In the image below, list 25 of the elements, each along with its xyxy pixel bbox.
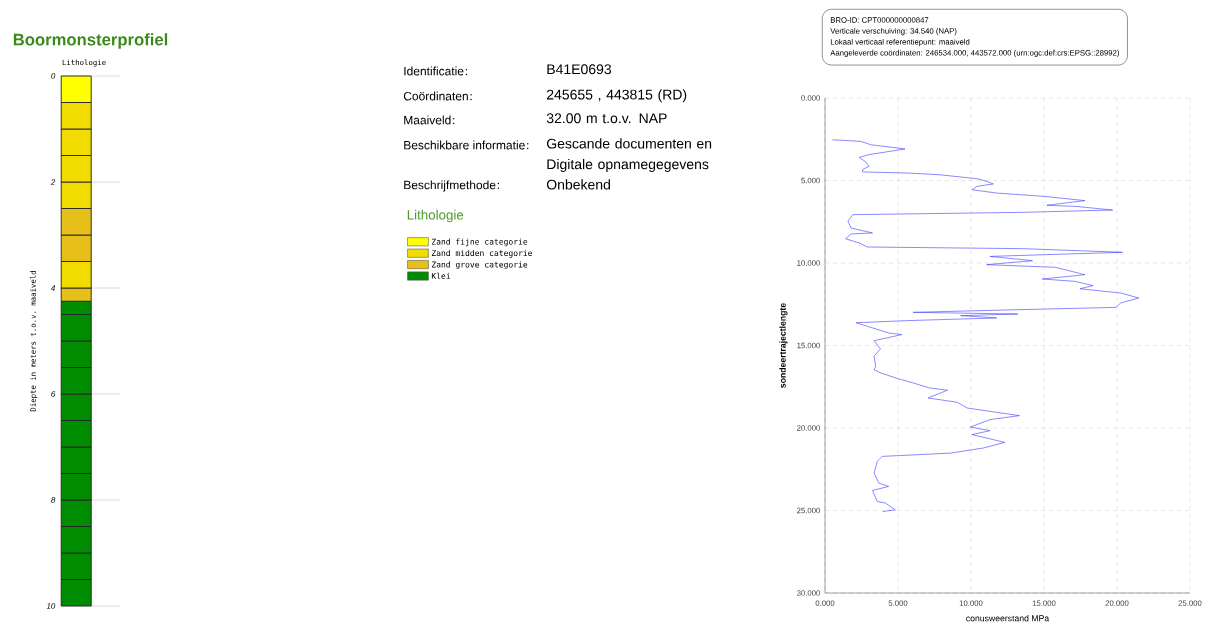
legend-label: Zand fijne categorie: [431, 238, 528, 247]
category-label: Identificatie: [404, 66, 464, 76]
text: Onbekend: [546, 179, 610, 190]
y-axis-title: sondeertrajectlengte: [779, 303, 788, 388]
y-tick-label: 2: [50, 179, 56, 185]
x-axis-title: conusweerstand MPa: [966, 615, 1050, 622]
legend-label: Klei: [431, 272, 451, 279]
text: B41E0693: [547, 64, 612, 75]
chart-title: Boormonsterprofiel: [13, 33, 168, 49]
y-tick-label: 6: [51, 391, 56, 397]
y-tick-label: 8: [51, 497, 56, 503]
y-tick-label: 10: [46, 603, 56, 609]
legend-title: Lithologie: [407, 209, 464, 223]
line-series: [832, 139, 1140, 512]
text: 32.00 m t.o.v. NAP: [546, 113, 667, 124]
y-tick-label: 4: [50, 285, 56, 291]
y-tick-label: 0: [51, 73, 56, 79]
category-label: Maaiveld: [404, 115, 451, 125]
category-label: Beschikbare informatie: [404, 140, 525, 150]
category-label: Coördinaten: [403, 91, 468, 101]
text: 245655 , 443815 (RD): [546, 89, 687, 103]
legend-label: Zand grove categorie: [431, 261, 528, 270]
category-label: Beschrijfmethode: [404, 180, 496, 192]
text: Gescande documenten en Digitale opnamegegevens: [546, 138, 712, 172]
legend-label: Zand midden categorie: [431, 249, 533, 258]
